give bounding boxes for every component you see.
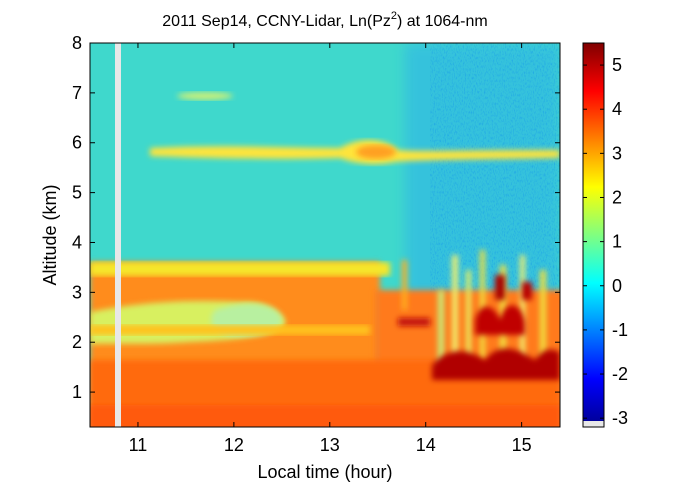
colorbar-tick-label: 5 bbox=[612, 55, 622, 75]
colorbar-tick-label: -1 bbox=[612, 320, 628, 340]
y-axis: 1 2 3 4 5 6 7 8 bbox=[72, 33, 560, 402]
x-tick-label: 13 bbox=[320, 435, 340, 455]
cloud-tops bbox=[398, 275, 560, 380]
heatmap-image bbox=[90, 43, 560, 427]
aerosol-layer-5-8km bbox=[150, 139, 560, 165]
colorbar-ticks: -3 -2 -1 0 1 2 3 4 5 bbox=[583, 55, 628, 428]
colorbar-tick-label: 1 bbox=[612, 232, 622, 252]
y-tick-label: 8 bbox=[72, 33, 82, 53]
x-axis: 11 12 13 14 15 bbox=[129, 43, 532, 455]
surface-layer bbox=[90, 405, 560, 427]
chart-title-main: 2011 Sep14, CCNY-Lidar, Ln(Pz bbox=[162, 13, 391, 30]
x-axis-label: Local time (hour) bbox=[257, 462, 392, 482]
plot-frame bbox=[89, 42, 561, 428]
colorbar-frame bbox=[582, 42, 605, 428]
y-tick-label: 1 bbox=[72, 382, 82, 402]
colorbar-tick-label: 3 bbox=[612, 143, 622, 163]
heatmap-noise bbox=[430, 43, 560, 303]
y-tick-label: 7 bbox=[72, 83, 82, 103]
aerosol-layer-5-8km-core bbox=[356, 145, 396, 159]
colorbar-tick-label: -3 bbox=[612, 408, 628, 428]
colorbar-tick-label: 2 bbox=[612, 187, 622, 207]
chart-title-superscript: 2 bbox=[391, 10, 397, 22]
x-tick-label: 15 bbox=[512, 435, 532, 455]
y-tick-label: 4 bbox=[72, 232, 82, 252]
data-gap bbox=[115, 43, 121, 427]
x-tick-label: 14 bbox=[416, 435, 436, 455]
chart-title: 2011 Sep14, CCNY-Lidar, Ln(Pz2) at 1064-… bbox=[162, 10, 487, 30]
y-axis-label: Altitude (km) bbox=[40, 184, 60, 285]
colorbar-tick-label: 4 bbox=[612, 99, 622, 119]
colorbar-tick-label: -2 bbox=[612, 364, 628, 384]
x-tick-label: 12 bbox=[224, 435, 244, 455]
aerosol-strip bbox=[90, 325, 370, 335]
y-tick-label: 2 bbox=[72, 332, 82, 352]
aerosol-layer-6-9km bbox=[177, 92, 233, 100]
x-tick-label: 11 bbox=[129, 435, 148, 455]
colorbar-tick-label: 0 bbox=[612, 276, 622, 296]
boundary-layer-top bbox=[90, 262, 390, 276]
colorbar-gradient bbox=[583, 43, 604, 427]
chart-title-tail: ) at 1064-nm bbox=[397, 13, 488, 30]
colorbar-underflow bbox=[583, 421, 604, 427]
y-tick-label: 5 bbox=[72, 183, 82, 203]
y-tick-label: 6 bbox=[72, 133, 82, 153]
colorbar: -3 -2 -1 0 1 2 3 4 5 bbox=[582, 42, 628, 428]
y-tick-label: 3 bbox=[72, 282, 82, 302]
